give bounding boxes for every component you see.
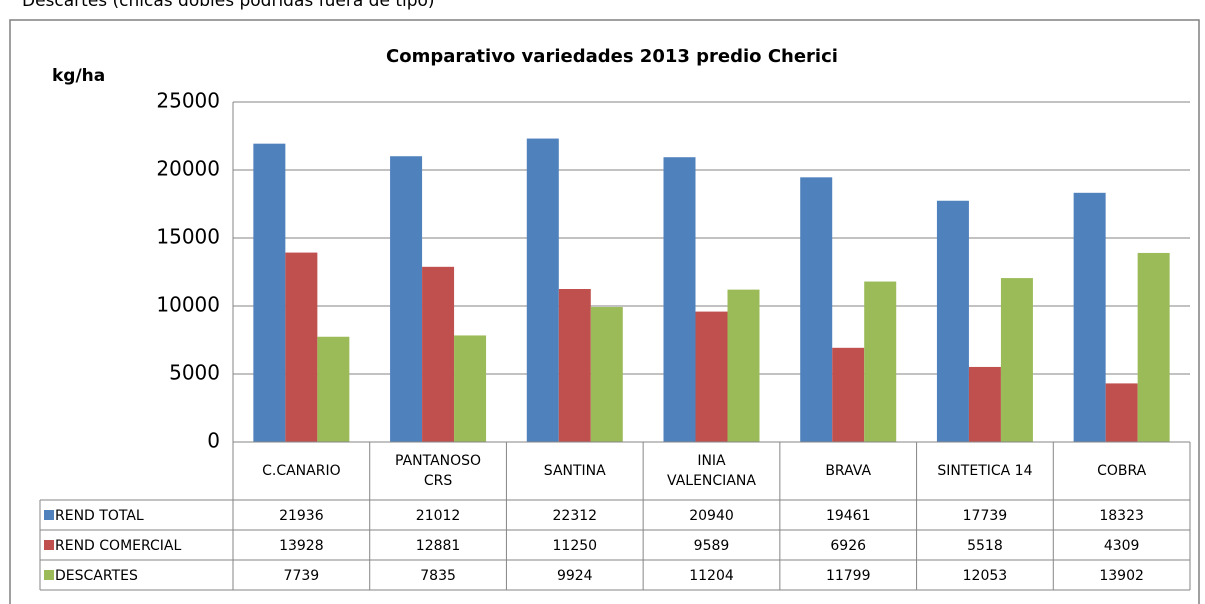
table-value: 7835	[420, 568, 456, 584]
legend-key	[44, 540, 54, 550]
bar	[800, 177, 833, 443]
legend-label: REND TOTAL	[55, 508, 144, 524]
y-axis-label: kg/ha	[52, 66, 105, 86]
bar	[422, 266, 455, 442]
table-value: 13902	[1099, 568, 1144, 584]
table-value: 17739	[963, 508, 1008, 524]
bar	[832, 347, 865, 442]
chart-title: Comparativo variedades 2013 predio Cheri…	[386, 46, 838, 67]
table-value: 20940	[689, 508, 734, 524]
table-value: 4309	[1104, 538, 1140, 554]
y-tick-label: 15000	[156, 225, 220, 249]
table-value: 22312	[553, 508, 598, 524]
bar	[526, 138, 559, 442]
legend-label: REND COMERCIAL	[55, 538, 182, 554]
table-value: 12053	[963, 568, 1008, 584]
bar	[1000, 278, 1033, 442]
bar	[1137, 252, 1170, 442]
bar	[727, 289, 760, 442]
table-value: 11799	[826, 568, 871, 584]
table-value: 21936	[279, 508, 324, 524]
bar	[285, 252, 318, 442]
x-tick-label: SANTINA	[543, 463, 606, 479]
y-tick-label: 5000	[169, 361, 220, 385]
legend-key	[44, 570, 54, 580]
legend-label: DESCARTES	[55, 568, 138, 584]
x-tick-label: BRAVA	[825, 463, 872, 479]
x-tick-label: SINTETICA 14	[937, 463, 1033, 479]
bar	[590, 307, 623, 442]
caption: Descartes (chicas dobles podridas fuera …	[22, 0, 435, 11]
bar	[558, 289, 591, 442]
x-tick-label: PANTANOSO CRS	[395, 453, 482, 489]
legend-key	[44, 510, 54, 520]
y-tick-label: 0	[207, 429, 220, 453]
y-tick-label: 20000	[156, 157, 220, 181]
bar	[1105, 383, 1138, 442]
bar	[454, 335, 487, 442]
table-value: 21012	[416, 508, 461, 524]
bar	[317, 336, 350, 442]
bar	[864, 281, 897, 442]
table-value: 9924	[557, 568, 593, 584]
table-value: 5518	[967, 538, 1003, 554]
bar	[663, 157, 696, 442]
table-value: 11250	[553, 538, 598, 554]
table-value: 18323	[1099, 508, 1144, 524]
bar	[968, 366, 1001, 442]
table-value: 11204	[689, 568, 734, 584]
table-value: 9589	[694, 538, 730, 554]
x-tick-label: COBRA	[1097, 463, 1147, 479]
table-value: 19461	[826, 508, 871, 524]
y-tick-label: 10000	[156, 293, 220, 317]
x-tick-label: C.CANARIO	[262, 463, 341, 479]
table-value: 12881	[416, 538, 461, 554]
bar	[390, 156, 423, 442]
bar	[695, 311, 728, 442]
y-tick-label: 25000	[156, 89, 220, 113]
bar	[1073, 192, 1106, 442]
x-tick-label: INIA VALENCIANA	[667, 453, 756, 489]
bar	[253, 143, 286, 442]
table-value: 6926	[830, 538, 866, 554]
table-value: 7739	[284, 568, 320, 584]
bar	[936, 200, 969, 442]
table-value: 13928	[279, 538, 324, 554]
